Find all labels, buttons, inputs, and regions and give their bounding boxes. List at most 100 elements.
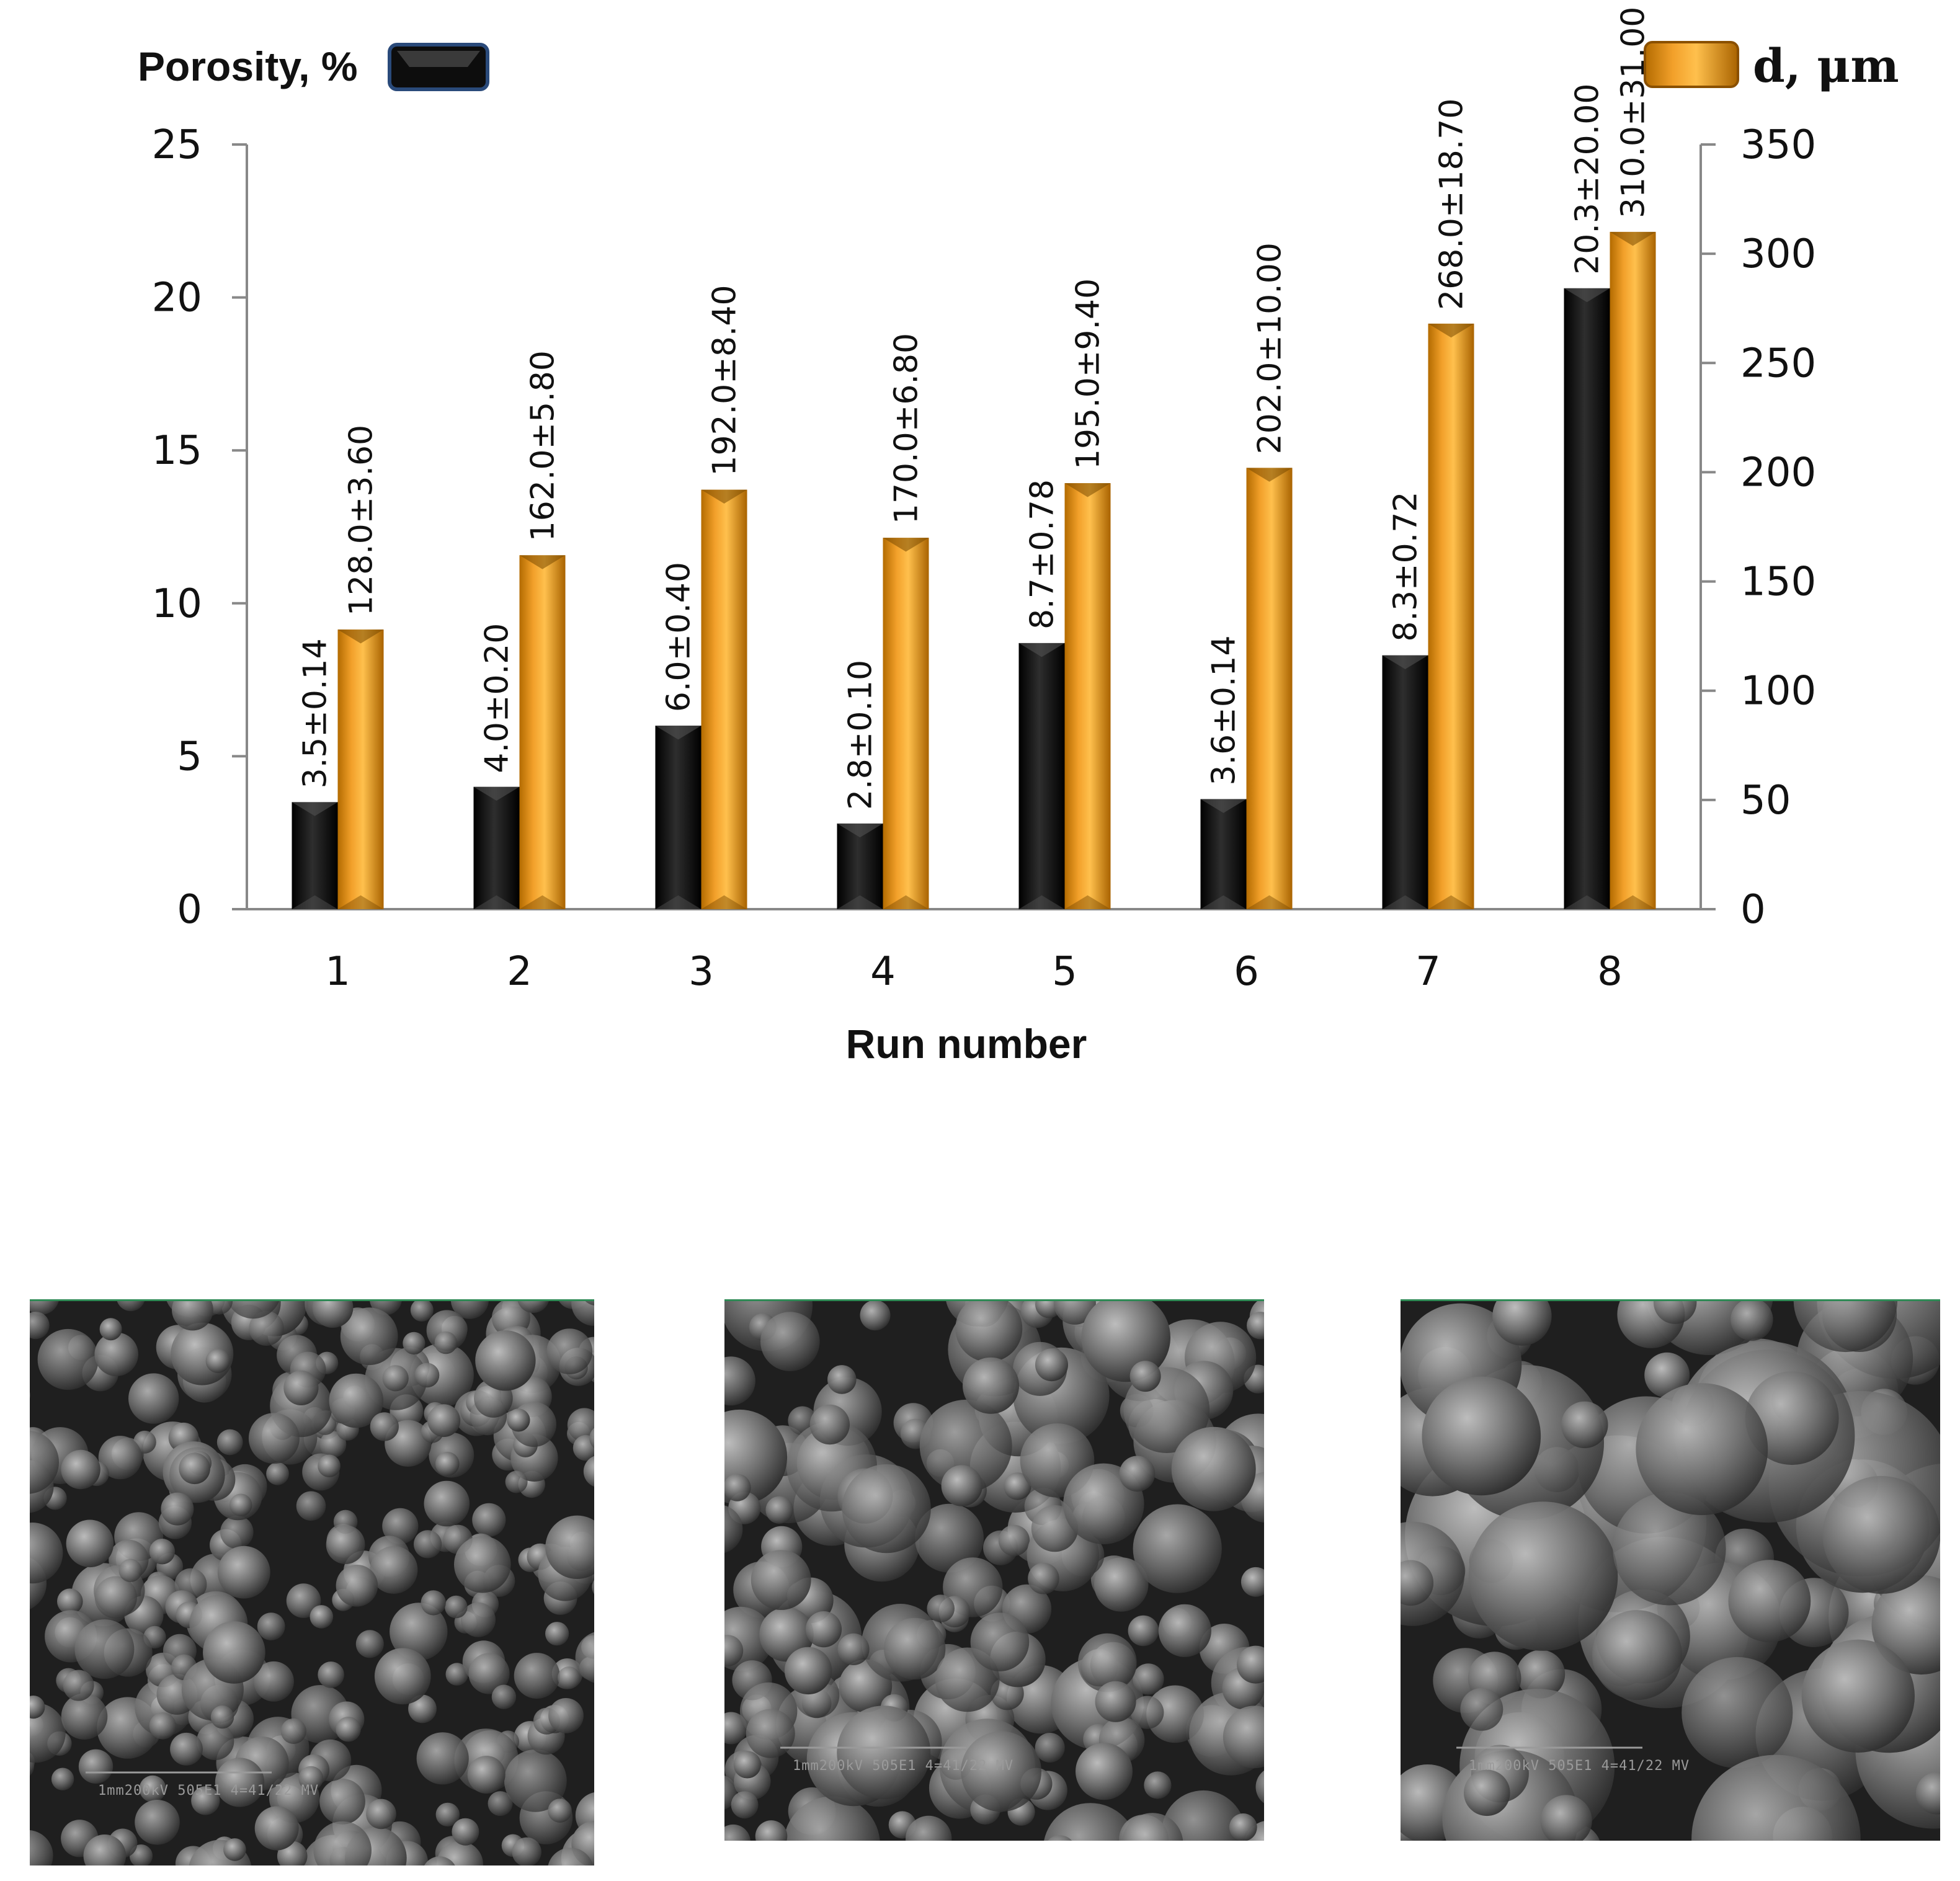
bar-porosity-3 xyxy=(655,726,702,909)
x-tick-label: 7 xyxy=(1415,949,1441,995)
particle xyxy=(475,1330,536,1391)
particle xyxy=(1129,1361,1161,1392)
particle xyxy=(229,1493,252,1516)
particle xyxy=(585,1301,594,1305)
particle xyxy=(1592,1610,1682,1701)
particle xyxy=(1094,1557,1149,1612)
particle xyxy=(408,1694,437,1723)
bar-porosity-4 xyxy=(837,823,883,909)
y-right-tick-label: 100 xyxy=(1740,669,1816,714)
particle xyxy=(567,1408,594,1443)
particle xyxy=(548,1848,594,1865)
particle xyxy=(517,1301,549,1313)
particle xyxy=(1048,1835,1072,1841)
bar-diameter-7 xyxy=(1428,323,1474,909)
particle xyxy=(216,1429,243,1456)
particle xyxy=(1636,1383,1768,1515)
particle xyxy=(759,1607,814,1662)
particle xyxy=(1077,1633,1137,1692)
y-left-tick-label: 0 xyxy=(177,887,202,933)
particle xyxy=(1171,1426,1256,1511)
particle xyxy=(1144,1771,1172,1799)
particle xyxy=(196,1722,234,1761)
particle xyxy=(366,1799,396,1830)
particle xyxy=(318,1661,344,1688)
particle xyxy=(589,1428,594,1449)
sem-image-2: 1mm200kV 505E1 4=41/22 MV xyxy=(724,1299,1264,1841)
particle xyxy=(312,1301,354,1328)
particle xyxy=(170,1732,203,1766)
particle xyxy=(254,1661,294,1702)
particle xyxy=(1915,1772,1940,1815)
particle xyxy=(927,1594,955,1622)
bar-diameter-4 xyxy=(883,538,929,909)
particle xyxy=(161,1492,194,1526)
particle xyxy=(545,1622,569,1646)
particle xyxy=(884,1617,946,1680)
particle xyxy=(203,1621,265,1684)
particle xyxy=(468,1653,510,1694)
particle xyxy=(1517,1650,1566,1699)
particle xyxy=(765,1496,793,1524)
particle xyxy=(1247,1312,1264,1340)
particle xyxy=(755,1820,788,1841)
particle xyxy=(30,1430,59,1494)
bar-diameter-5 xyxy=(1064,483,1111,909)
particle xyxy=(326,1525,365,1564)
particle xyxy=(313,1821,372,1865)
particle xyxy=(1158,1604,1211,1657)
x-tick-label: 4 xyxy=(870,949,896,995)
data-label-porosity-8: 20.3±20.00 xyxy=(1569,84,1606,275)
data-label-diameter-4: 170.0±6.80 xyxy=(888,333,925,524)
particle xyxy=(575,1632,594,1683)
particle xyxy=(915,1503,984,1573)
particle xyxy=(507,1408,530,1432)
legend-porosity-swatch xyxy=(388,43,489,91)
particle xyxy=(30,1523,63,1584)
data-label-porosity-6: 3.6±0.14 xyxy=(1206,635,1243,785)
particle xyxy=(809,1404,850,1445)
bar-diameter-8 xyxy=(1610,231,1656,909)
data-label-porosity-4: 2.8±0.10 xyxy=(842,660,880,810)
particle xyxy=(283,1370,319,1405)
particle xyxy=(94,1576,137,1619)
particle xyxy=(1468,1501,1618,1651)
particle xyxy=(1728,1560,1811,1642)
particle xyxy=(731,1791,759,1819)
particle xyxy=(1422,1376,1541,1496)
particle xyxy=(445,1663,469,1686)
particle xyxy=(783,1796,880,1841)
particle xyxy=(1654,1301,1697,1324)
particle xyxy=(30,1696,45,1719)
particle xyxy=(1035,1733,1065,1763)
particle xyxy=(1131,1696,1164,1729)
particle xyxy=(1691,1754,1861,1841)
particle xyxy=(424,1480,470,1527)
particle xyxy=(1223,1705,1264,1769)
particle xyxy=(427,1404,461,1437)
x-tick-label: 6 xyxy=(1234,949,1259,995)
particle xyxy=(505,1470,528,1493)
particle xyxy=(329,1373,384,1428)
particle xyxy=(454,1536,511,1593)
particle xyxy=(414,1530,442,1559)
bar-porosity-1 xyxy=(292,802,338,909)
particle xyxy=(434,1331,457,1354)
particle xyxy=(336,1565,378,1607)
particle xyxy=(99,1318,122,1341)
particle xyxy=(558,1666,581,1689)
y-right-tick-label: 0 xyxy=(1740,887,1766,933)
particle xyxy=(74,1619,135,1679)
particle xyxy=(941,1465,982,1506)
particle xyxy=(370,1545,418,1594)
bar-porosity-7 xyxy=(1382,655,1428,909)
particle xyxy=(571,1301,594,1326)
particle xyxy=(421,1590,446,1616)
particle xyxy=(746,1709,795,1758)
particle xyxy=(227,1301,280,1319)
particle xyxy=(435,1452,460,1476)
particle xyxy=(450,1301,489,1319)
particle xyxy=(98,1436,142,1480)
particle xyxy=(30,1830,53,1865)
